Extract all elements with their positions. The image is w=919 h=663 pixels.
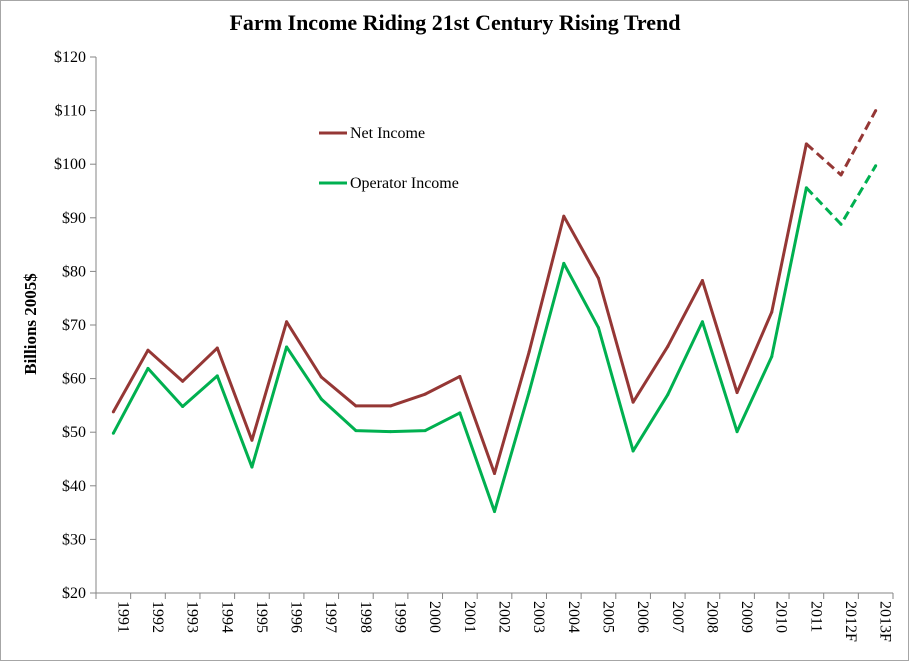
operator-income-point — [631, 449, 635, 453]
x-tick-label: 1991 — [114, 601, 131, 633]
operator-income-point — [146, 366, 150, 370]
net-income-point — [458, 374, 462, 378]
operator-income-legend-label: Operator Income — [350, 175, 459, 192]
net-income-point — [146, 348, 150, 352]
y-tick-label: $100 — [54, 156, 86, 173]
net-income-point — [804, 142, 808, 146]
x-tick-label: 2000 — [426, 601, 443, 633]
operator-income-point — [423, 429, 427, 433]
net-income-point — [319, 375, 323, 379]
net-income-point — [631, 400, 635, 404]
y-tick-label: $60 — [62, 371, 86, 388]
net-income-point — [285, 320, 289, 324]
x-tick-label: 2011 — [807, 601, 824, 632]
axes: $20 $30 $40 $50 $60 $70 $80 $90 $100 $110 $120 1991… — [54, 49, 894, 642]
y-tick-label: $120 — [54, 49, 86, 66]
operator-income-point — [111, 431, 115, 435]
operator-income-point — [181, 404, 185, 408]
operator-income-point — [250, 465, 254, 469]
net-income-point — [596, 276, 600, 280]
net-income-point — [839, 173, 843, 177]
operator-income-point — [319, 397, 323, 401]
operator-income-point — [700, 320, 704, 324]
operator-income-point — [389, 430, 393, 434]
x-tick-label: 2001 — [461, 601, 478, 633]
operator-income-point — [666, 393, 670, 397]
operator-income-point — [596, 326, 600, 330]
net-income-point — [354, 404, 358, 408]
x-tick-label: 2003 — [530, 601, 547, 633]
y-tick-label: $50 — [62, 424, 86, 441]
net-income-point — [215, 346, 219, 350]
net-income-point — [700, 279, 704, 283]
operator-income-point — [839, 222, 843, 226]
x-tick-label: 1998 — [357, 601, 374, 633]
y-tick-label: $90 — [62, 210, 86, 227]
net-income-forecast-line — [805, 109, 877, 177]
y-tick-label: $30 — [62, 531, 86, 548]
y-tick-label: $20 — [62, 585, 86, 602]
net-income-point — [527, 350, 531, 354]
operator-income-point — [735, 430, 739, 434]
y-tick-label: $40 — [62, 478, 86, 495]
net-income-point — [666, 344, 670, 348]
x-tick-label: 2008 — [703, 601, 720, 633]
net-income-point — [562, 214, 566, 218]
x-tick-label: 2010 — [773, 601, 790, 633]
x-tick-label: 1996 — [288, 601, 305, 633]
operator-income-point — [770, 355, 774, 359]
x-tick-label: 1992 — [149, 601, 166, 633]
operator-income-point — [874, 164, 878, 168]
operator-income-point — [804, 186, 808, 190]
x-tick-label: 1994 — [218, 601, 235, 633]
y-tick-label: $110 — [55, 103, 86, 120]
x-tick-label: 2002 — [496, 601, 513, 633]
x-tick-label: 1999 — [392, 601, 409, 633]
net-income-point — [423, 392, 427, 396]
x-tick-label: 2004 — [565, 601, 582, 633]
x-tick-label: 2009 — [738, 601, 755, 633]
net-income-point — [111, 410, 115, 414]
x-tick-label: 2006 — [634, 601, 651, 633]
x-tick-label: 1995 — [253, 601, 270, 633]
x-tick-label: 1993 — [184, 601, 201, 633]
net-income-point — [735, 391, 739, 395]
net-income-point — [389, 404, 393, 408]
x-tick-label: 2012F — [842, 601, 859, 642]
operator-income-point — [215, 374, 219, 378]
y-tick-label: $70 — [62, 317, 86, 334]
operator-income-point — [562, 261, 566, 265]
net-income-point — [181, 379, 185, 383]
x-tick-label: 1997 — [322, 601, 339, 633]
legend: Net Income Operator Income — [319, 125, 459, 192]
net-income-line — [112, 143, 808, 475]
x-tick-label: 2013F — [877, 601, 894, 642]
y-tick-label: $80 — [62, 263, 86, 280]
net-income-point — [250, 438, 254, 442]
net-income-legend-label: Net Income — [350, 125, 425, 142]
net-income-point — [770, 310, 774, 314]
net-income-point — [874, 109, 878, 113]
operator-income-point — [285, 345, 289, 349]
y-axis-label: Billions 2005$ — [21, 273, 40, 375]
operator-income-point — [493, 510, 496, 514]
operator-income-point — [354, 429, 358, 433]
operator-income-point — [458, 411, 462, 415]
chart-title: Farm Income Riding 21st Century Rising T… — [229, 10, 680, 35]
x-tick-label: 2007 — [669, 601, 686, 633]
series-layer — [111, 109, 878, 514]
operator-income-point — [527, 390, 531, 394]
x-tick-label: 2005 — [599, 601, 616, 633]
net-income-point — [493, 471, 496, 475]
